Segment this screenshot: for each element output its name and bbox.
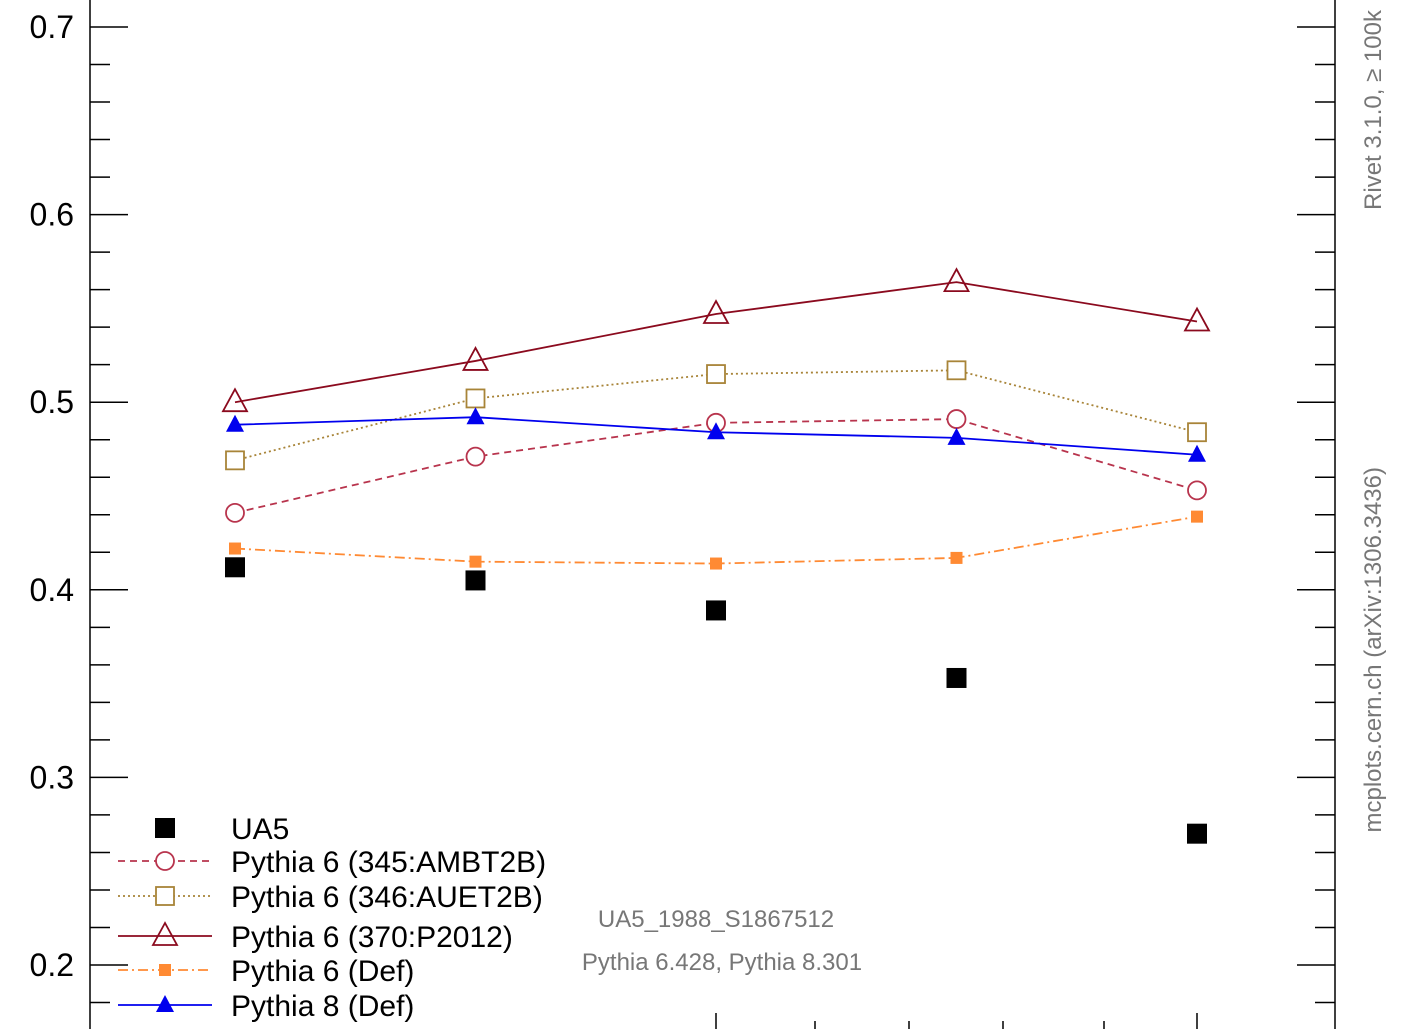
series-point xyxy=(225,502,245,523)
series-point xyxy=(1187,422,1207,443)
legend-marker xyxy=(155,886,175,906)
y-tick-label: 0.6 xyxy=(30,197,74,233)
legend-label: Pythia 6 (370:P2012) xyxy=(231,921,513,954)
series-point xyxy=(1191,510,1203,523)
y-tick-label: 0.2 xyxy=(30,947,74,983)
legend-marker xyxy=(156,995,174,1012)
series-point xyxy=(226,414,244,432)
series-point xyxy=(1187,480,1207,501)
series-pythia-6-370-p2012 xyxy=(221,267,1211,413)
series-point xyxy=(942,267,971,293)
series-point xyxy=(702,299,730,324)
y-tick-label: 0.7 xyxy=(30,9,74,45)
source-label: mcplots.cern.ch (arXiv:1306.3436) xyxy=(1360,467,1387,833)
series-point xyxy=(221,387,249,413)
ua5-point xyxy=(465,570,486,591)
y-tick-label: 0.3 xyxy=(30,759,74,795)
series-point xyxy=(229,542,241,555)
series-point xyxy=(1183,306,1211,332)
analysis-id-label: UA5_1988_S1867512 xyxy=(598,906,834,933)
ua5-point xyxy=(946,667,967,688)
ua5-point xyxy=(1187,823,1207,844)
legend-marker xyxy=(151,921,179,946)
series-pythia-6-def xyxy=(229,510,1203,570)
y-tick-label: 0.4 xyxy=(30,572,74,608)
series-point xyxy=(461,346,490,371)
ua5-point xyxy=(225,557,245,578)
series-point xyxy=(947,427,966,445)
series-layer xyxy=(221,267,1211,844)
series-point xyxy=(706,364,726,384)
series-point xyxy=(469,555,482,568)
legend-entry: Pythia 8 (Def) xyxy=(118,990,414,1023)
legend-label: Pythia 6 (346:AUET2B) xyxy=(231,881,543,914)
series-point xyxy=(1188,444,1206,462)
legend-marker xyxy=(155,851,175,871)
legend-entry: Pythia 6 (Def) xyxy=(118,955,414,988)
y-axis: 0.2 0.3 0.4 0.5 0.6 0.7 xyxy=(30,9,1335,1004)
series-point xyxy=(466,407,485,425)
legend-entry: Pythia 6 (370:P2012) xyxy=(118,921,513,954)
series-point xyxy=(707,422,725,440)
series-point xyxy=(950,551,963,564)
series-point xyxy=(946,409,967,429)
y-tick-label: 0.5 xyxy=(30,384,74,420)
series-ua5 xyxy=(225,557,1207,844)
rivet-version-label: Rivet 3.1.0, ≥ 100k xyxy=(1360,9,1387,210)
series-point xyxy=(225,450,245,471)
legend-label: Pythia 6 (345:AMBT2B) xyxy=(231,846,546,879)
legend-entry: Pythia 6 (346:AUET2B) xyxy=(118,881,543,914)
x-axis xyxy=(715,1013,1198,1029)
ua5-point xyxy=(155,818,175,838)
series-line xyxy=(234,281,1198,404)
legend-label: UA5 xyxy=(231,813,289,846)
legend-label: Pythia 8 (Def) xyxy=(231,990,414,1023)
series-pythia-8-def xyxy=(226,407,1206,462)
legend-label: Pythia 6 (Def) xyxy=(231,955,414,988)
series-point xyxy=(465,388,486,409)
generators-label: Pythia 6.428, Pythia 8.301 xyxy=(582,949,862,976)
legend-entry: UA5 xyxy=(155,813,289,846)
series-point xyxy=(465,446,486,467)
legend-entry: Pythia 6 (345:AMBT2B) xyxy=(118,846,546,879)
ua5-point xyxy=(706,600,726,621)
legend-marker xyxy=(159,964,171,976)
series-point xyxy=(710,557,722,570)
series-point xyxy=(946,360,967,381)
